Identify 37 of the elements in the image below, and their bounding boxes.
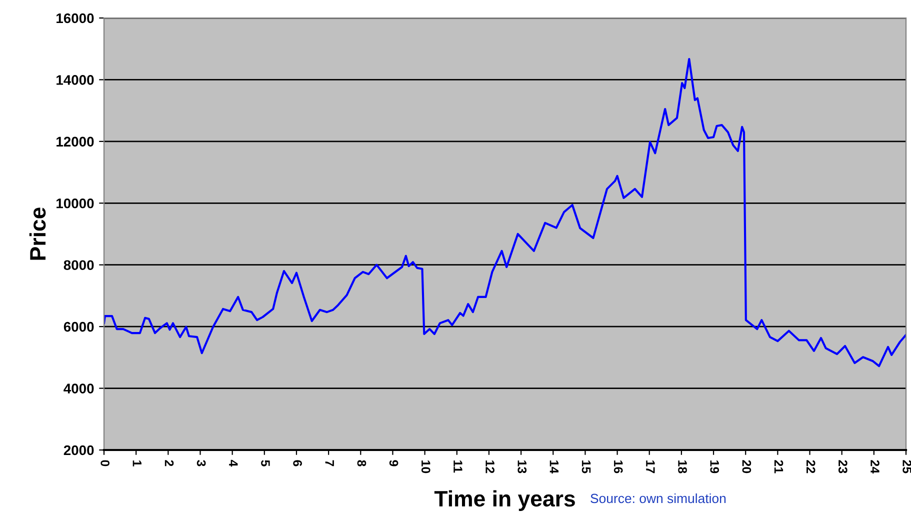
x-tick-label: 11: [454, 460, 462, 473]
x-tick-label: 20: [742, 460, 752, 474]
y-tick-label: 12000: [56, 136, 94, 147]
x-tick-label: 9: [389, 460, 398, 466]
x-tick-label: 12: [486, 460, 494, 474]
x-tick-label: 10: [421, 460, 430, 474]
y-tick-label: 6000: [64, 322, 94, 332]
y-axis-title: Price: [29, 208, 46, 260]
x-tick-label: 21: [774, 460, 784, 474]
source-note: Source: own simulation: [590, 493, 726, 504]
x-tick-label: 18: [678, 460, 687, 474]
x-tick-label: 24: [870, 460, 880, 474]
x-tick-label: 1: [132, 460, 142, 466]
x-tick-label: 15: [582, 460, 591, 474]
x-tick-label: 2: [164, 460, 174, 466]
x-tick-label: 25: [902, 460, 911, 474]
x-tick-label: 8: [357, 460, 366, 466]
x-tick-label: 6: [293, 460, 302, 466]
y-tick-label: 4000: [64, 384, 94, 394]
x-tick-label: 5: [261, 460, 270, 466]
y-tick-label: 14000: [56, 75, 94, 85]
x-tick-label: 22: [806, 460, 816, 474]
y-tick-label: 2000: [64, 445, 94, 456]
x-tick-label: 0: [100, 460, 110, 466]
x-tick-label: 17: [646, 460, 655, 474]
x-tick-label: 19: [710, 460, 720, 474]
x-axis-title: Time in years: [434, 490, 575, 512]
x-tick-label: 7: [325, 460, 334, 466]
x-tick-label: 4: [229, 460, 238, 467]
x-tick-label: 23: [838, 460, 848, 474]
y-tick-label: 8000: [64, 260, 94, 270]
x-tick-label: 16: [614, 460, 623, 474]
y-tick-label: 16000: [56, 13, 94, 24]
x-tick-label: 14: [550, 460, 558, 474]
x-tick-label: 3: [196, 460, 206, 466]
y-tick-label: 10000: [56, 198, 94, 208]
x-tick-label: 13: [518, 460, 527, 474]
